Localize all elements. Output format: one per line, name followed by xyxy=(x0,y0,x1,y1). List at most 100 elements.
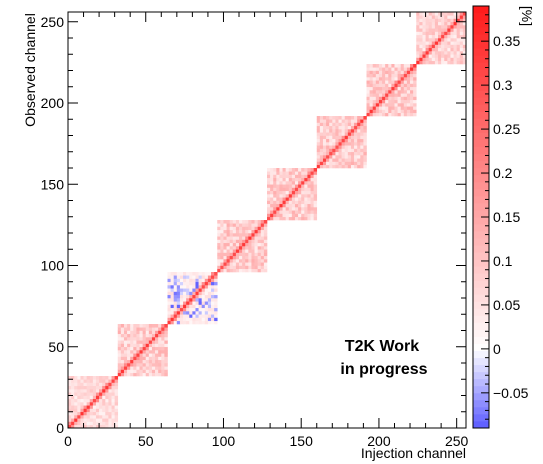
cell xyxy=(369,103,374,107)
cell xyxy=(431,21,436,26)
cell xyxy=(92,408,97,413)
colorbar-segment xyxy=(473,41,489,49)
cell xyxy=(232,233,237,237)
cell xyxy=(207,285,212,289)
cell xyxy=(304,177,308,182)
cell xyxy=(403,90,408,94)
cell xyxy=(155,333,159,338)
colorbar-segment xyxy=(473,371,489,380)
cell xyxy=(335,145,339,149)
cell xyxy=(155,337,159,341)
cell xyxy=(279,213,283,218)
cell xyxy=(400,93,405,97)
cell xyxy=(282,171,286,175)
cell xyxy=(388,80,392,84)
cell xyxy=(161,337,165,341)
cell xyxy=(201,288,206,292)
cell xyxy=(211,311,215,315)
cell xyxy=(155,327,159,331)
cell xyxy=(198,291,202,296)
cell xyxy=(406,83,411,88)
cell xyxy=(347,155,352,159)
cell xyxy=(413,67,417,71)
cell xyxy=(310,210,314,214)
cell xyxy=(307,174,311,179)
cell xyxy=(148,350,153,354)
cell xyxy=(226,223,230,227)
colorbar-tick-label: 0 xyxy=(493,341,501,357)
cell xyxy=(438,51,442,55)
cell xyxy=(344,116,349,120)
cell xyxy=(145,369,150,374)
cell xyxy=(279,174,283,179)
cell xyxy=(260,226,265,231)
cell xyxy=(170,307,175,312)
cell xyxy=(267,213,271,218)
cell xyxy=(326,125,330,130)
cell xyxy=(257,265,262,270)
cell xyxy=(375,86,380,91)
cell xyxy=(372,96,377,101)
cell xyxy=(245,220,249,224)
cell xyxy=(145,350,150,354)
cell xyxy=(369,70,374,75)
cell xyxy=(68,402,72,406)
cell xyxy=(288,207,293,211)
cell xyxy=(369,106,374,110)
cell xyxy=(83,402,87,406)
cell xyxy=(68,392,72,396)
cell xyxy=(211,320,215,325)
cell xyxy=(95,382,100,387)
cell xyxy=(406,86,411,91)
cell xyxy=(413,90,417,94)
cell xyxy=(313,168,318,172)
cell xyxy=(201,275,206,279)
cell xyxy=(260,239,265,244)
cell xyxy=(388,77,392,81)
cell xyxy=(158,346,162,351)
x-tick-label: 100 xyxy=(212,433,236,449)
cell xyxy=(282,207,286,211)
cell xyxy=(77,389,81,393)
cell xyxy=(83,382,87,387)
cell xyxy=(95,421,100,426)
cell xyxy=(369,86,374,91)
cell xyxy=(273,213,277,218)
cell xyxy=(179,294,184,299)
cell xyxy=(108,382,112,387)
cell xyxy=(201,294,206,299)
cell xyxy=(366,80,370,84)
cell xyxy=(226,259,230,263)
cell xyxy=(397,80,401,84)
cell xyxy=(425,47,429,52)
cell xyxy=(204,281,209,286)
cell xyxy=(68,385,72,390)
cell xyxy=(363,129,367,133)
cell xyxy=(114,421,119,426)
cell xyxy=(173,275,178,279)
cell xyxy=(360,138,364,143)
cell xyxy=(338,119,342,123)
cell xyxy=(217,262,221,266)
cell xyxy=(186,272,190,276)
cell xyxy=(254,229,258,234)
cell xyxy=(282,216,286,221)
cell xyxy=(158,333,162,338)
cell xyxy=(273,194,277,198)
cell xyxy=(108,385,112,390)
cell xyxy=(195,320,199,325)
cell xyxy=(89,424,94,429)
cell xyxy=(363,116,367,120)
cell xyxy=(95,392,100,396)
cell xyxy=(301,181,305,185)
cell xyxy=(279,194,283,198)
block-1 xyxy=(117,324,168,377)
colorbar-tick-label: 0.05 xyxy=(493,297,520,313)
cell xyxy=(77,379,81,383)
cell xyxy=(164,366,168,370)
cell xyxy=(357,164,361,169)
cell xyxy=(245,226,249,231)
colorbar-segment xyxy=(473,111,489,119)
cell xyxy=(195,285,199,289)
cell xyxy=(164,359,168,364)
